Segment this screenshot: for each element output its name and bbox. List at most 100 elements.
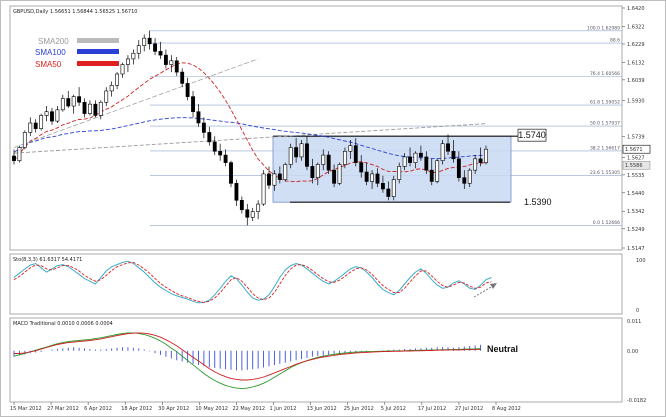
stochastic-lines xyxy=(13,260,492,304)
candle-body xyxy=(147,37,152,45)
candle xyxy=(272,170,277,191)
candle-body xyxy=(267,173,271,186)
candle xyxy=(413,151,418,169)
candle xyxy=(185,77,190,101)
macd-header: MACD Traditional 0.0010 0.0006 0.0004 xyxy=(13,321,113,327)
last-price-label: 1.5671 xyxy=(625,147,643,153)
candle xyxy=(126,55,130,73)
legend-sma100-label: SMA100 xyxy=(35,48,66,57)
price-tick-label: 1.5147 xyxy=(627,246,645,252)
candle xyxy=(337,162,342,186)
last-price-box xyxy=(622,144,651,154)
legend-sma200-label: SMA200 xyxy=(38,37,69,46)
candle-body xyxy=(261,173,266,205)
candle-body xyxy=(93,103,98,116)
macd-tick-label: 0.00 xyxy=(627,349,638,355)
candle xyxy=(196,104,201,127)
candle-body xyxy=(397,166,402,180)
price-tick-label: 1.6229 xyxy=(627,42,645,48)
candle-body xyxy=(294,147,299,158)
macd-pane-border xyxy=(9,317,623,403)
price-pane-border xyxy=(9,5,623,251)
candle-body xyxy=(234,183,239,201)
candle-body xyxy=(250,211,255,218)
candle-body xyxy=(321,154,326,165)
candle xyxy=(288,143,293,169)
price-tick-label: 1.5440 xyxy=(627,191,645,197)
candle-body xyxy=(315,164,320,178)
date-tick-label: 6 Apr 2012 xyxy=(84,406,112,412)
candle-body xyxy=(229,162,233,184)
candle xyxy=(229,160,233,188)
candle xyxy=(50,107,54,125)
candle-body xyxy=(478,158,483,163)
trendline xyxy=(13,58,259,148)
candle xyxy=(234,179,239,206)
candle xyxy=(315,162,320,186)
candle xyxy=(131,49,136,65)
candle-body xyxy=(451,150,456,160)
candle-body xyxy=(310,166,315,178)
candle xyxy=(484,145,488,165)
candle-body xyxy=(239,200,244,211)
price-tick-label: 1.5627 xyxy=(627,156,645,162)
candle-body xyxy=(158,51,163,56)
candle-body xyxy=(343,150,347,165)
candle-body xyxy=(174,60,179,73)
candle xyxy=(277,166,282,184)
candle xyxy=(435,158,440,184)
ma-legend: SMA200 SMA100 SMA50 xyxy=(35,37,119,69)
candle xyxy=(418,145,423,161)
macd-signal-line xyxy=(14,332,481,381)
candle-body xyxy=(88,103,92,114)
fib-level-label: 50.0 1.57937 xyxy=(590,121,620,127)
candle xyxy=(267,166,271,189)
candle xyxy=(359,155,364,178)
secondary-price-box xyxy=(622,160,651,170)
candle-body xyxy=(277,173,282,180)
candle xyxy=(191,90,195,118)
candle xyxy=(71,94,76,114)
candle xyxy=(402,153,407,171)
candle xyxy=(33,119,38,133)
candle-body xyxy=(245,209,250,218)
candle-body xyxy=(418,152,423,158)
price-tick-label: 1.5249 xyxy=(627,227,645,233)
candle xyxy=(386,181,391,201)
date-tick-label: 1 Jun 2012 xyxy=(270,406,297,412)
candle-body xyxy=(402,156,407,167)
macd-series xyxy=(13,332,482,390)
candle xyxy=(218,143,223,161)
date-tick-label: 17 Jul 2012 xyxy=(418,406,446,412)
stochastic-pane: Sto(8,3,3) 61.6317 54.4171 100 0 xyxy=(9,253,646,315)
date-tick-label: 8 Aug 2012 xyxy=(492,406,521,412)
candle-body xyxy=(77,96,82,103)
stochastic-tick-bottom: 0 xyxy=(636,308,639,314)
candle-body xyxy=(196,111,201,124)
candle-body xyxy=(446,143,450,152)
support-label: 1.5390 xyxy=(524,197,552,207)
candle xyxy=(60,94,65,112)
stochastic-signal-line xyxy=(13,261,492,303)
candle xyxy=(66,90,71,108)
price-tick-label: 1.5342 xyxy=(627,209,645,215)
candle xyxy=(98,100,103,120)
candle xyxy=(12,149,16,165)
fib-level-label: 61.8 1.59052 xyxy=(590,100,620,106)
macd-pane: MACD Traditional 0.0010 0.0006 0.0004 0.… xyxy=(9,317,646,404)
fib-level-label: 23.6 1.55305 xyxy=(590,170,620,176)
candle xyxy=(207,126,212,146)
candle-body xyxy=(44,111,49,116)
candle xyxy=(22,130,27,150)
candle-body xyxy=(348,145,353,152)
price-tick-label: 1.6039 xyxy=(627,78,645,84)
sma200-line xyxy=(13,123,487,154)
legend-sma100-swatch xyxy=(77,49,119,54)
candle xyxy=(408,147,412,167)
candle-body xyxy=(180,71,185,84)
candle xyxy=(456,151,461,182)
candle xyxy=(473,155,478,174)
macd-tick-label: 0.011 xyxy=(627,319,641,325)
candle-body xyxy=(456,158,461,178)
